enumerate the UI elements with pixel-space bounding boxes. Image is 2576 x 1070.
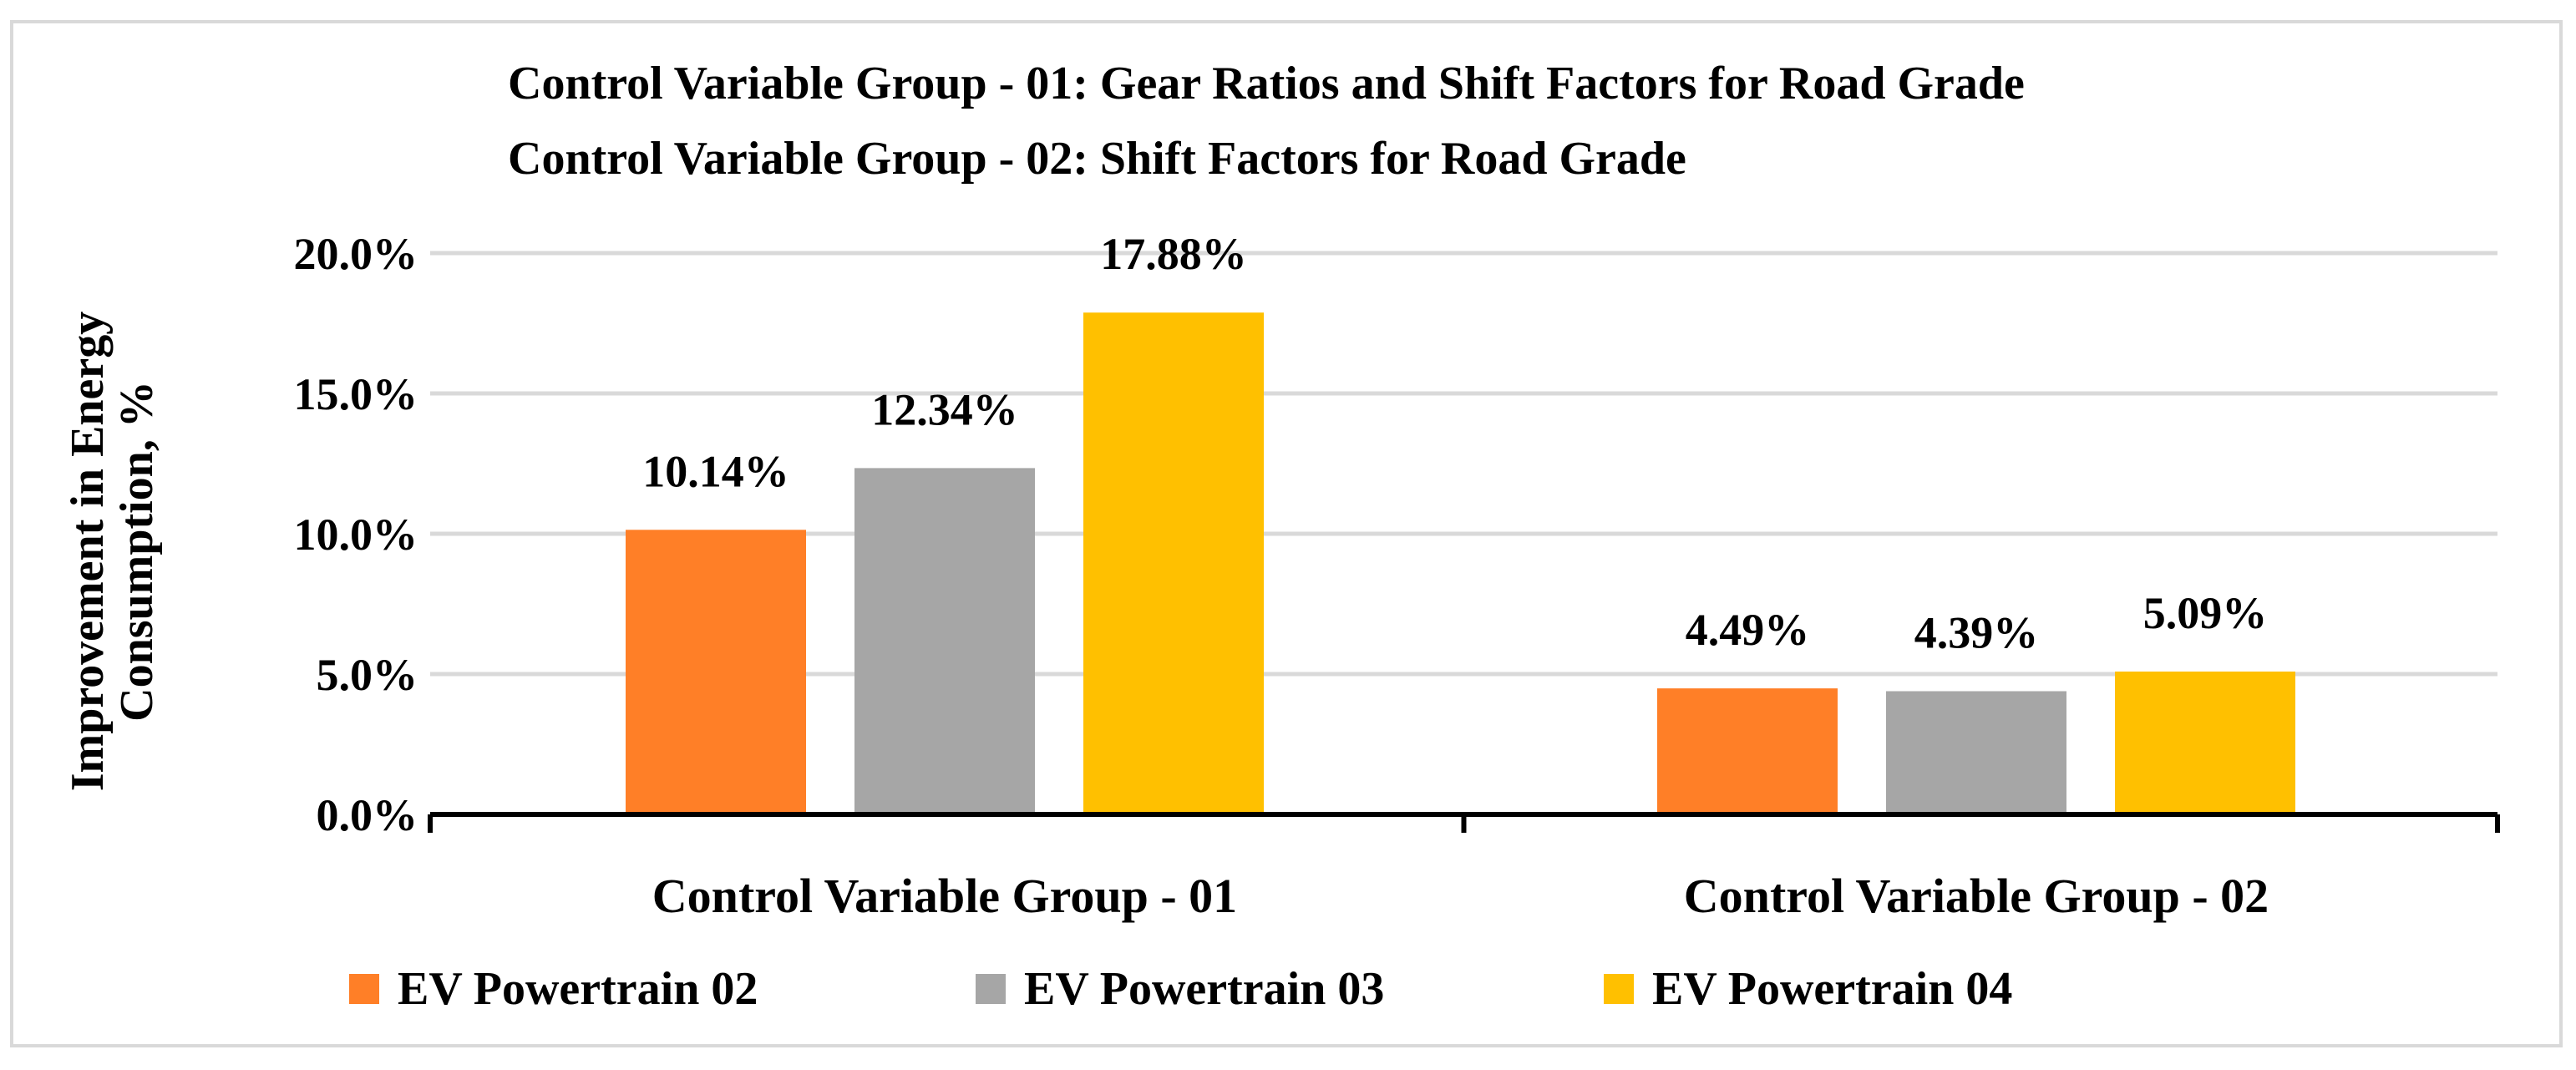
bar-2-series-2 — [1886, 691, 2066, 814]
bar-2-series-3 — [2115, 671, 2295, 814]
data-label-1-series-3: 17.88% — [1100, 229, 1247, 279]
legend-label-ev-powertrain-04: EV Powertrain 04 — [1652, 963, 2013, 1015]
legend-label-ev-powertrain-03: EV Powertrain 03 — [1024, 963, 1385, 1015]
x-category-label-1: Control Variable Group - 01 — [652, 869, 1237, 923]
y-tick-label-1: 5.0% — [317, 650, 418, 700]
x-category-label-2: Control Variable Group - 02 — [1684, 869, 2269, 923]
legend-item-ev-powertrain-02: EV Powertrain 02 — [349, 963, 758, 1015]
data-label-2-series-1: 4.49% — [1686, 605, 1810, 655]
y-tick-label-4: 20.0% — [294, 229, 418, 279]
legend-item-ev-powertrain-04: EV Powertrain 04 — [1604, 963, 2013, 1015]
bar-1-series-2 — [854, 468, 1035, 814]
legend-item-ev-powertrain-03: EV Powertrain 03 — [976, 963, 1385, 1015]
chart-title-line-1: Control Variable Group - 01: Gear Ratios… — [508, 58, 2025, 109]
data-label-2-series-3: 5.09% — [2143, 588, 2268, 638]
bar-1-series-1 — [626, 530, 806, 814]
y-tick-label-0: 0.0% — [317, 790, 418, 840]
chart-title-line-2: Control Variable Group - 02: Shift Facto… — [508, 133, 1686, 185]
y-tick-label-2: 10.0% — [294, 510, 418, 560]
y-tick-label-3: 15.0% — [294, 369, 418, 419]
data-label-2-series-2: 4.39% — [1914, 607, 2039, 657]
legend-label-ev-powertrain-02: EV Powertrain 02 — [398, 963, 758, 1015]
bar-2-series-1 — [1657, 688, 1838, 814]
legend-swatch-ev-powertrain-02 — [349, 974, 379, 1004]
legend-swatch-ev-powertrain-04 — [1604, 974, 1634, 1004]
data-label-1-series-2: 12.34% — [871, 384, 1018, 434]
bar-1-series-3 — [1083, 312, 1264, 814]
data-label-1-series-1: 10.14% — [642, 446, 789, 496]
legend-swatch-ev-powertrain-03 — [976, 974, 1006, 1004]
